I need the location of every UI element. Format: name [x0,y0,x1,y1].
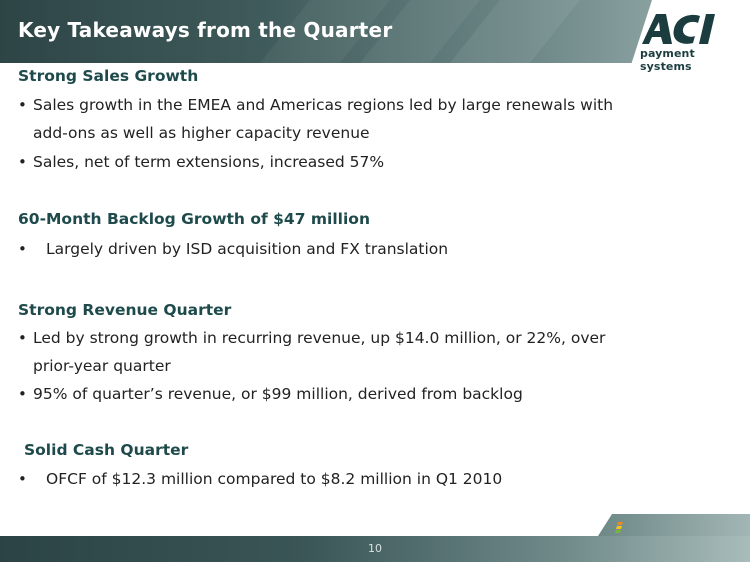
bullet-text: Largely driven by ISD acquisition and FX… [46,240,449,258]
aci-mark-icon [615,522,623,533]
bullet-dot: • [18,96,27,114]
section-heading-revenue: Strong Revenue Quarter [18,301,232,319]
page-title: Key Takeaways from the Quarter [18,18,393,42]
bullet-text: Sales growth in the EMEA and Americas re… [33,96,614,114]
bullet-text: Led by strong growth in recurring revenu… [33,329,606,347]
aci-logo-icon [642,14,715,44]
bullet-text: 95% of quarter’s revenue, or $99 million… [33,385,523,403]
header-bar: Key Takeaways from the Quarter [0,0,750,63]
logo-subtitle: payment systems [640,47,695,73]
bullet-dot: • [18,153,27,171]
bullet-text-continued: add-ons as well as higher capacity reven… [33,124,370,142]
footer-bar [0,536,750,562]
section-heading-backlog: 60-Month Backlog Growth of $47 million [18,210,370,228]
header-decoration [260,0,580,63]
footer-wedge [598,514,750,536]
bullet-text: OFCF of $12.3 million compared to $8.2 m… [46,470,503,488]
bullet-text: Sales, net of term extensions, increased… [33,153,385,171]
bullet-dot: • [18,385,27,403]
section-heading-cash: Solid Cash Quarter [24,441,189,459]
section-heading-sales: Strong Sales Growth [18,67,199,85]
page-number: 10 [368,542,382,555]
bullet-text-continued: prior-year quarter [33,357,171,375]
bullet-dot: • [18,240,27,258]
bullet-dot: • [18,329,27,347]
bullet-dot: • [18,470,27,488]
